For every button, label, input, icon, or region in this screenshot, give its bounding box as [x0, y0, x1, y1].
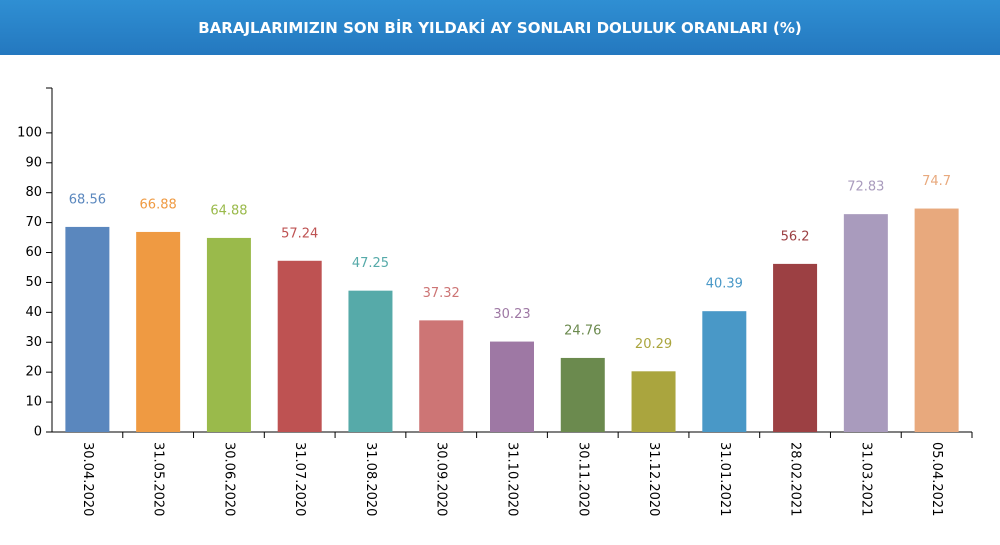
y-tick-label: 60 [25, 245, 42, 260]
x-tick-label: 31.05.2020 [151, 442, 166, 516]
bar [914, 208, 959, 432]
x-tick-label: 30.04.2020 [80, 442, 95, 516]
value-label: 68.56 [69, 192, 106, 207]
chart-title: BARAJLARIMIZIN SON BİR YILDAKİ AY SONLAR… [0, 0, 1000, 55]
value-label: 57.24 [281, 226, 318, 241]
bar [773, 263, 818, 432]
y-tick-label: 70 [25, 215, 42, 230]
value-label: 74.7 [922, 174, 951, 189]
value-label: 64.88 [210, 203, 247, 218]
bar [702, 311, 747, 432]
value-label: 47.25 [352, 256, 389, 271]
bar [65, 226, 110, 432]
bar [843, 214, 888, 432]
y-tick-label: 50 [25, 275, 42, 290]
value-label: 72.83 [847, 180, 884, 195]
y-tick-label: 80 [25, 185, 42, 200]
bar [560, 357, 605, 432]
value-label: 24.76 [564, 323, 601, 338]
x-tick-label: 31.07.2020 [292, 442, 307, 516]
x-tick-label: 28.02.2021 [788, 442, 803, 516]
y-tick-label: 40 [25, 305, 42, 320]
value-label: 37.32 [423, 286, 460, 301]
x-tick-label: 31.12.2020 [646, 442, 661, 516]
bar [277, 260, 322, 432]
bar [631, 371, 676, 432]
x-tick-label: 30.06.2020 [221, 442, 236, 516]
bar [490, 341, 534, 432]
bar [206, 237, 251, 432]
bar [348, 290, 393, 432]
y-tick-label: 90 [25, 155, 42, 170]
y-tick-label: 20 [25, 365, 42, 380]
x-tick-label: 31.03.2021 [858, 442, 873, 516]
y-tick-label: 30 [25, 335, 42, 350]
value-label: 66.88 [140, 197, 177, 212]
x-tick-label: 30.11.2020 [575, 442, 590, 516]
x-tick-label: 31.10.2020 [505, 442, 520, 516]
x-tick-label: 31.08.2020 [363, 442, 378, 516]
value-label: 40.39 [706, 277, 743, 292]
chart: 0 10 20 30 40 50 60 70 80 90 100 30.04.2020 68.56 31.… [17, 87, 973, 516]
x-tick-label: 31.01.2021 [717, 442, 732, 516]
y-tick-label: 0 [34, 425, 42, 440]
y-tick-label: 100 [17, 125, 42, 140]
value-label: 56.2 [781, 229, 810, 244]
value-label: 30.23 [493, 307, 530, 322]
x-tick-label: 05.04.2021 [929, 442, 944, 516]
bar [136, 231, 181, 432]
bar [419, 320, 464, 432]
x-tick-label: 30.09.2020 [434, 442, 449, 516]
value-label: 20.29 [635, 337, 672, 352]
y-tick-label: 10 [25, 395, 42, 410]
